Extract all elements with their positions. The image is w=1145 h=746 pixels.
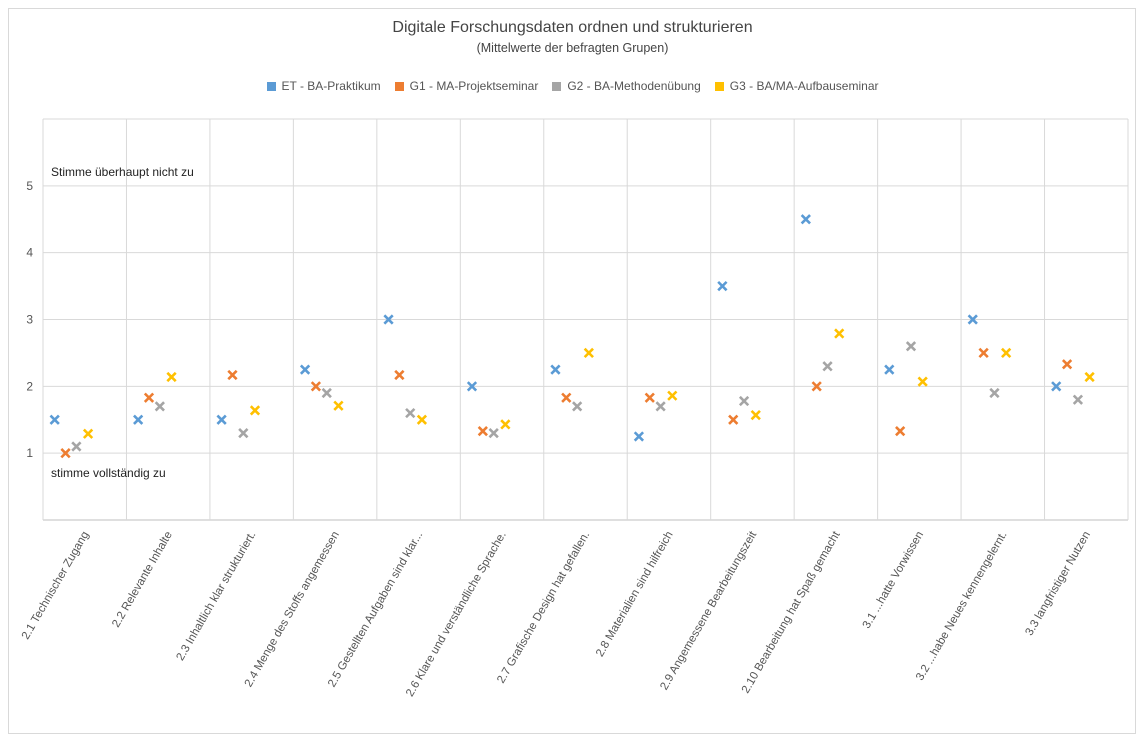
- data-point: [82, 428, 94, 439]
- data-point: [978, 347, 989, 359]
- data-point: [834, 328, 845, 339]
- data-point: [811, 381, 822, 392]
- legend-label: ET - BA-Praktikum: [281, 79, 381, 93]
- data-point: [227, 369, 238, 381]
- data-point: [667, 390, 678, 401]
- data-point: [550, 364, 561, 375]
- data-point: [822, 361, 833, 372]
- data-point: [133, 414, 144, 425]
- legend-item: ET - BA-Praktikum: [266, 79, 381, 93]
- x-tick-label: 2.5 Gestellten Aufgaben sind klar...: [326, 530, 425, 690]
- data-point: [717, 280, 728, 292]
- chart-subtitle: (Mittelwerte der befragten Grupen): [476, 41, 669, 55]
- data-point: [333, 400, 344, 411]
- x-tick-label: 2.6 Klare und verständliche Sprache.: [404, 530, 509, 699]
- legend-swatch: [266, 81, 276, 91]
- x-tick-label: 2.7 Grafische Design hat gefallen.: [495, 530, 592, 686]
- data-point: [321, 387, 332, 399]
- data-point: [216, 414, 227, 425]
- data-point: [989, 387, 1000, 399]
- x-tick-label: 2.10 Bearbeitung hat Spaß gemacht: [740, 529, 843, 696]
- data-point: [917, 376, 928, 387]
- data-point: [416, 414, 428, 425]
- data-point: [60, 448, 71, 459]
- data-point: [477, 425, 488, 437]
- data-point: [561, 392, 572, 403]
- data-point: [1051, 381, 1062, 392]
- legend-swatch: [394, 81, 404, 91]
- data-point: [750, 409, 761, 421]
- data-point: [466, 381, 478, 392]
- y-tick-label: 3: [26, 313, 33, 327]
- data-point: [1084, 371, 1095, 383]
- x-tick-label: 2.4 Menge des Stoffs angemessen: [243, 530, 342, 690]
- data-point: [1061, 359, 1073, 370]
- legend-label: G1 - MA-Projektseminar: [409, 79, 539, 93]
- x-tick-label: 2.8 Materialien sind hilfreich: [594, 530, 676, 659]
- y-tick-label: 2: [26, 379, 33, 393]
- data-point: [299, 364, 311, 375]
- legend-label: G3 - BA/MA-Aufbauseminar: [729, 79, 879, 93]
- legend-item: G2 - BA-Methodenübung: [552, 79, 701, 93]
- data-point: [310, 381, 322, 392]
- data-point: [143, 392, 155, 403]
- data-point: [71, 441, 82, 452]
- data-point: [394, 369, 405, 381]
- y-tick-label: 4: [26, 246, 33, 260]
- data-point: [644, 392, 655, 403]
- x-tick-label: 2.9 Angemessene Bearbeitungszeit: [658, 529, 759, 692]
- data-point: [383, 314, 394, 325]
- legend-label: G2 - BA-Methodenübung: [567, 79, 701, 93]
- chart-title: Digitale Forschungsdaten ordnen und stru…: [392, 19, 753, 36]
- data-point: [405, 407, 416, 419]
- data-point: [905, 341, 917, 352]
- data-point: [488, 427, 499, 439]
- data-point: [738, 395, 750, 407]
- x-tick-label: 3.1 ...hatte Vorwissen: [861, 530, 926, 631]
- data-point: [1072, 394, 1084, 405]
- y-tick-label: 1: [26, 446, 33, 460]
- x-tick-label: 2.2 Relevante Inhalte: [110, 530, 175, 630]
- legend-swatch: [714, 81, 724, 91]
- y-tick-label: 5: [26, 179, 33, 193]
- data-point: [655, 401, 666, 412]
- data-point: [166, 371, 177, 383]
- legend: ET - BA-Praktikum G1 - MA-Projektseminar G…: [0, 79, 1145, 93]
- data-point: [895, 425, 906, 437]
- x-tick-label: 3.2 ...habe Neues kennengelernt.: [914, 529, 1009, 682]
- data-point: [884, 364, 895, 375]
- x-tick-label: 2.3 Inhaltlich klar strukturiert.: [175, 530, 259, 663]
- data-point: [238, 427, 249, 439]
- data-point: [583, 347, 594, 359]
- data-point: [633, 431, 645, 442]
- data-point: [154, 401, 165, 412]
- x-tick-label: 2.1 Technischer Zugang: [20, 530, 92, 642]
- chart-frame: [8, 8, 1136, 734]
- data-point: [728, 414, 739, 425]
- data-point: [1001, 347, 1012, 359]
- data-point: [800, 214, 811, 225]
- annotation-top: Stimme überhaupt nicht zu: [51, 165, 194, 179]
- x-tick-label: 3.3 langfristiger Nutzen: [1024, 530, 1094, 638]
- data-point: [249, 405, 261, 416]
- data-point: [500, 419, 511, 430]
- data-point: [49, 414, 60, 425]
- legend-swatch: [552, 81, 562, 91]
- data-point: [572, 401, 583, 412]
- legend-item: G3 - BA/MA-Aufbauseminar: [714, 79, 879, 93]
- annotation-bottom: stimme vollständig zu: [51, 466, 166, 480]
- data-point: [967, 314, 978, 325]
- legend-item: G1 - MA-Projektseminar: [394, 79, 539, 93]
